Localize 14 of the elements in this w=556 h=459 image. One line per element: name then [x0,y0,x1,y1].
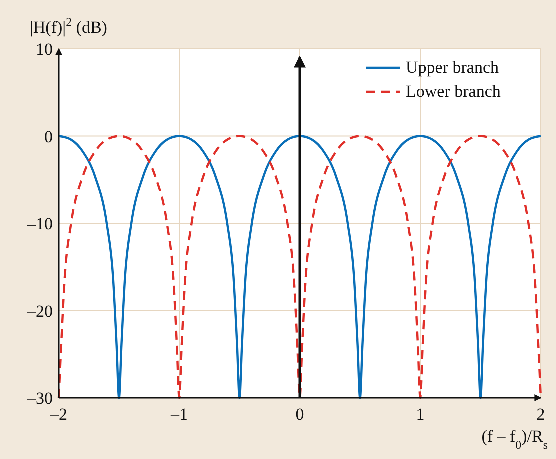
x-tick-label: 0 [296,405,304,424]
y-tick-label: –10 [26,214,53,234]
legend-label: Upper branch [406,58,500,77]
y-tick-label: –30 [26,389,53,408]
y-tick-label: –20 [26,302,53,321]
x-axis-title: (f – f$_{0}$)/R$_{s}$ [482,427,548,452]
y-tick-label: 10 [36,40,53,59]
y-axis-title: |H(f)|$^{2}$ (dB) [30,15,108,37]
x-tick-label: –2 [50,405,68,424]
x-tick-label: –1 [170,405,188,424]
legend-label: Lower branch [406,82,502,101]
y-tick-label: 0 [44,127,53,146]
x-tick-label: 1 [416,405,425,424]
x-tick-label: 2 [536,405,546,424]
